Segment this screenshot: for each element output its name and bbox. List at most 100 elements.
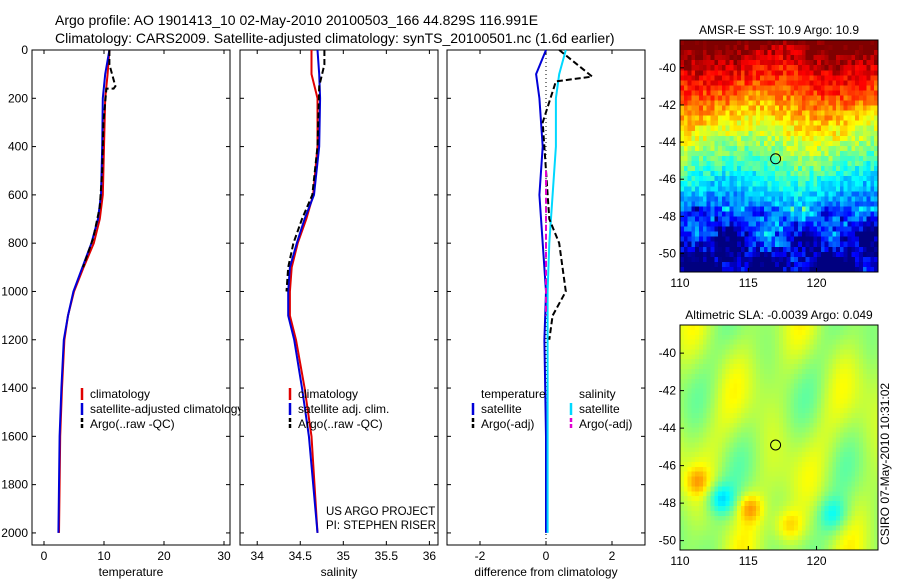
map-cell bbox=[828, 417, 833, 424]
map-cell bbox=[798, 344, 803, 351]
map-cell bbox=[763, 40, 769, 46]
map-cell bbox=[828, 166, 833, 172]
map-cell bbox=[782, 226, 788, 233]
map-cell bbox=[763, 191, 769, 197]
map-cell bbox=[779, 115, 784, 122]
map-cell bbox=[874, 369, 879, 375]
map-cell bbox=[759, 457, 765, 463]
map-cell bbox=[702, 181, 708, 187]
map-cell bbox=[756, 196, 761, 202]
map-cell bbox=[786, 241, 792, 248]
map-cell bbox=[714, 186, 719, 192]
map-cell bbox=[862, 100, 868, 107]
map-cell bbox=[801, 45, 807, 51]
map-cell bbox=[759, 226, 765, 233]
map-cell bbox=[718, 105, 723, 112]
map-cell bbox=[790, 369, 795, 375]
map-cell bbox=[756, 251, 761, 258]
map-cell bbox=[740, 359, 746, 365]
map-cell bbox=[843, 201, 849, 208]
map-cell bbox=[759, 176, 765, 182]
map-cell bbox=[752, 408, 757, 414]
map-cell bbox=[683, 266, 689, 273]
map-cell bbox=[729, 471, 734, 478]
map-cell bbox=[828, 206, 833, 213]
map-cell bbox=[862, 181, 868, 187]
map-cell bbox=[702, 481, 708, 488]
map-cell bbox=[790, 471, 795, 478]
map-cell bbox=[824, 60, 830, 66]
map-cell bbox=[721, 161, 727, 167]
map-cell bbox=[813, 525, 818, 532]
map-cell bbox=[858, 398, 864, 404]
map-cell bbox=[771, 364, 776, 370]
map-cell bbox=[748, 329, 753, 336]
map-cell bbox=[779, 471, 784, 478]
map-cell bbox=[851, 201, 856, 208]
map-cell bbox=[870, 525, 875, 532]
map-cell bbox=[680, 383, 685, 390]
map-cell bbox=[695, 246, 700, 253]
map-cell bbox=[798, 432, 803, 439]
map-cell bbox=[706, 231, 712, 238]
map-cell bbox=[702, 422, 708, 429]
map-cell bbox=[695, 221, 700, 228]
map-cell bbox=[752, 422, 757, 429]
map-cell bbox=[756, 545, 761, 551]
map-cell bbox=[737, 120, 742, 127]
map-cell bbox=[794, 413, 799, 419]
map-cell bbox=[813, 80, 818, 86]
map-cell bbox=[809, 241, 814, 248]
map-cell bbox=[839, 339, 845, 346]
map-cell bbox=[794, 191, 799, 197]
map-cell bbox=[699, 246, 704, 253]
map-cell bbox=[695, 369, 700, 375]
map-cell bbox=[866, 120, 871, 127]
map-cell bbox=[702, 413, 708, 419]
map-cell bbox=[874, 427, 879, 434]
map-cell bbox=[851, 80, 856, 86]
map-cell bbox=[763, 171, 769, 177]
map-cell bbox=[862, 476, 868, 483]
map-cell bbox=[733, 256, 738, 263]
map-cell bbox=[817, 45, 822, 51]
map-cell bbox=[794, 422, 799, 429]
map-cell bbox=[695, 181, 700, 187]
map-cell bbox=[813, 530, 818, 536]
map-cell bbox=[740, 505, 746, 512]
map-cell bbox=[794, 471, 799, 478]
map-cell bbox=[820, 211, 826, 218]
map-cell bbox=[798, 417, 803, 424]
map-cell bbox=[801, 530, 807, 536]
map-cell bbox=[729, 261, 734, 268]
map-cell bbox=[828, 364, 833, 370]
map-cell bbox=[862, 491, 868, 497]
map-cell bbox=[737, 505, 742, 512]
map-cell bbox=[748, 191, 753, 197]
map-cell bbox=[752, 85, 757, 92]
map-cell bbox=[824, 125, 830, 132]
map-cell bbox=[695, 171, 700, 177]
map-cell bbox=[714, 432, 719, 439]
map-cell bbox=[748, 150, 753, 157]
map-cell bbox=[733, 115, 738, 122]
map-cell bbox=[824, 110, 830, 117]
map-cell bbox=[683, 236, 689, 243]
map-cell bbox=[866, 383, 871, 390]
map-cell bbox=[809, 432, 814, 439]
map-cell bbox=[839, 135, 845, 142]
map-cell bbox=[683, 90, 689, 97]
map-cell bbox=[786, 90, 792, 97]
map-cell bbox=[779, 545, 784, 551]
map-cell bbox=[874, 471, 879, 478]
map-cell bbox=[718, 145, 723, 152]
map-cell bbox=[786, 364, 792, 370]
map-cell bbox=[813, 236, 818, 243]
map-cell bbox=[748, 344, 753, 351]
map-cell bbox=[801, 476, 807, 483]
map-cell bbox=[794, 525, 799, 532]
map-cell bbox=[714, 491, 719, 497]
map-cell bbox=[756, 466, 761, 473]
map-cell bbox=[855, 388, 860, 395]
map-cell bbox=[752, 378, 757, 385]
